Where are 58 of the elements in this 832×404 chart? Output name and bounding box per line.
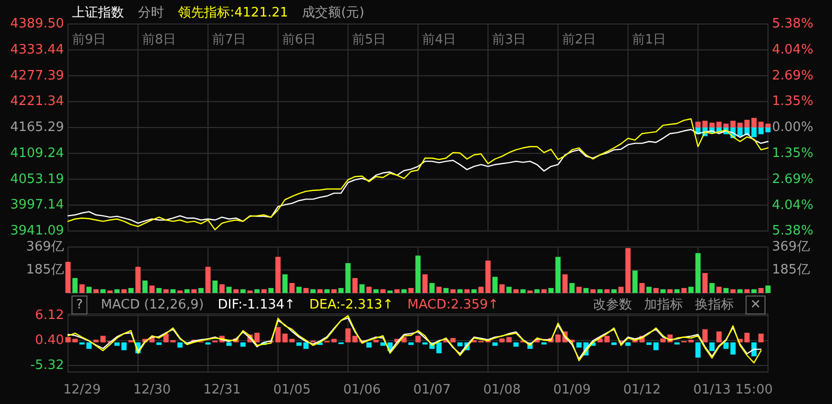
y-tick-label: 4277.39 (10, 68, 64, 84)
y2-tick-label: 1.35% (772, 94, 814, 110)
y-tick-label: 4053.19 (10, 172, 64, 187)
y-tick-label: 4333.44 (10, 42, 64, 58)
y-tick-label: 6.12 (35, 308, 64, 324)
y-tick-label: 4389.50 (10, 16, 64, 32)
y2-tick-label: 2.69% (772, 172, 814, 187)
text: ✕ (750, 298, 761, 313)
series-label: DEA:-2.313↑ (309, 298, 394, 313)
y-tick-label: 0.40 (35, 333, 64, 348)
x-tick-label: 12/31 (203, 382, 241, 398)
x-tick-label: 前4日 (422, 32, 456, 48)
x-tick-label: 前1日 (632, 32, 666, 48)
series-label: MACD:2.359↑ (407, 298, 499, 313)
text: 改参数 (593, 298, 632, 313)
text: 换指标 (695, 298, 734, 313)
text: 成交额(元) (302, 4, 364, 21)
text: 上证指数 (72, 6, 124, 21)
y-tick-label: 4221.34 (10, 94, 64, 110)
x-tick-label: 01/09 (553, 382, 591, 398)
x-tick-label: 前2日 (562, 32, 596, 48)
x-tick-label: 01/06 (343, 382, 381, 398)
x-tick-label: 前7日 (212, 32, 246, 48)
y-tick-label: 3941.09 (10, 224, 64, 239)
x-tick-label: 01/12 (623, 382, 661, 398)
x-tick-label: 01/05 (273, 382, 311, 398)
y-tick-label: 4165.29 (10, 120, 64, 136)
y2-tick-label: 2.69% (772, 68, 814, 84)
y2-tick-label: 4.04% (772, 198, 814, 213)
x-tick-label: 12/29 (63, 382, 101, 398)
y-tick-label: 369亿 (26, 240, 64, 255)
y-tick-label: 4109.24 (10, 146, 64, 161)
x-tick-label: 01/07 (413, 382, 451, 398)
series-label: DIF:-1.134↑ (218, 298, 296, 313)
chart-title: MACD (12,26,9) (100, 298, 204, 313)
text: 分时 (138, 6, 164, 21)
x-tick-label: 前9日 (72, 32, 106, 48)
y-tick-label: -5.32 (30, 358, 64, 374)
text: 加指标 (644, 298, 684, 313)
y2-tick-label: 5.38% (772, 16, 814, 32)
y2-tick-label: 5.38% (772, 224, 814, 239)
y-tick-label: 3997.14 (10, 198, 64, 213)
x-tick-label: 12/30 (133, 382, 171, 398)
x-tick-label: 01/13 (693, 382, 731, 398)
y-tick-label: 185亿 (26, 262, 64, 278)
y2-tick-label: 0.00% (772, 120, 814, 136)
x-tick-label: 前8日 (142, 32, 176, 48)
y2-tick-label: 369亿 (772, 240, 810, 255)
x-tick-label: 15:00 (735, 382, 773, 398)
y2-tick-label: 4.04% (772, 42, 814, 58)
x-tick-label: 前6日 (282, 32, 316, 48)
text: 领先指标:4121.21 (178, 6, 288, 21)
x-tick-label: 前5日 (352, 32, 386, 48)
x-tick-label: 01/08 (483, 382, 521, 398)
x-tick-label: 前3日 (492, 32, 526, 48)
text: ? (76, 298, 83, 313)
y2-tick-label: 185亿 (772, 262, 810, 278)
y2-tick-label: 1.35% (772, 146, 814, 162)
